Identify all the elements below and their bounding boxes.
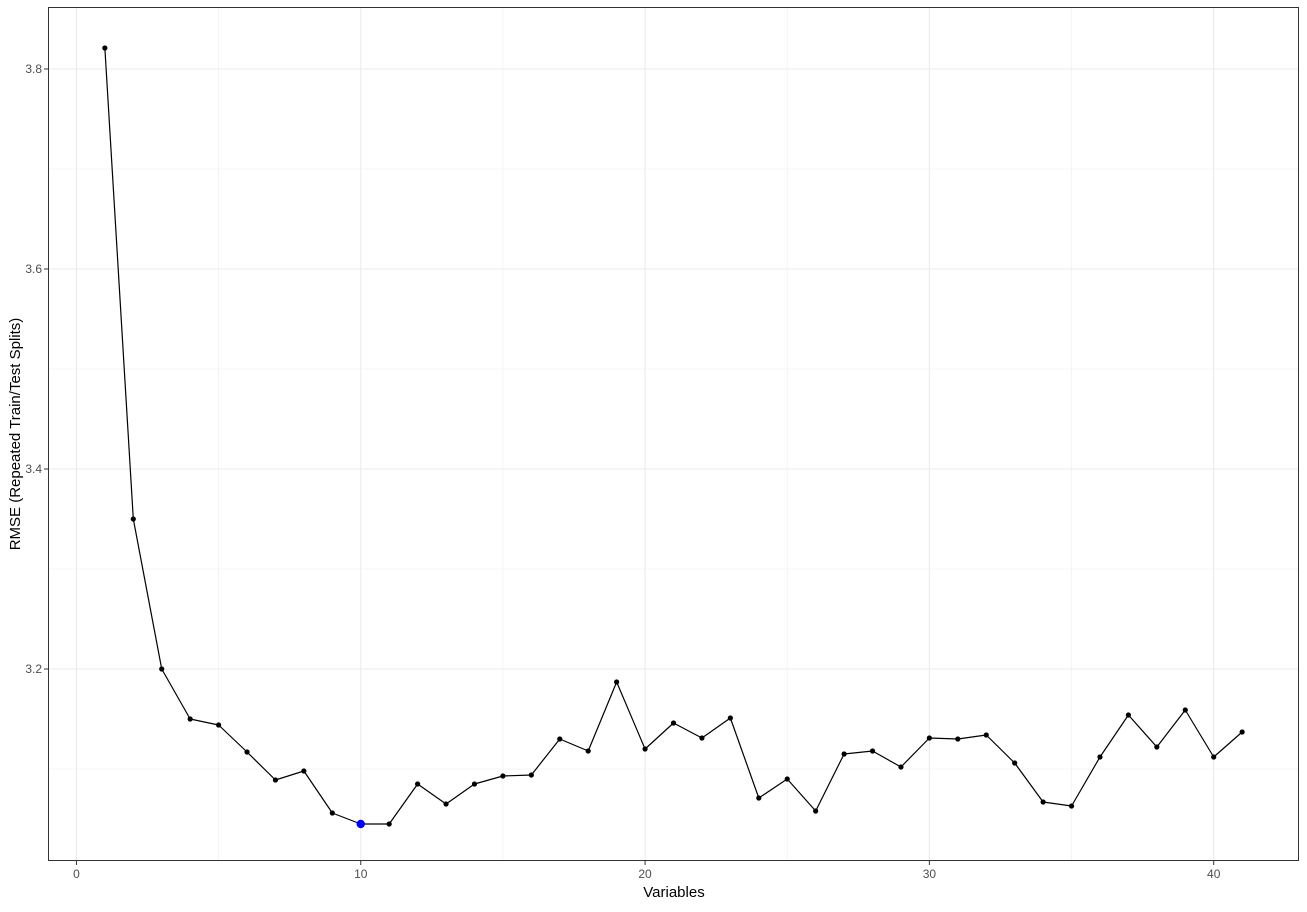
best-point-highlight: [356, 819, 365, 829]
data-point: [130, 516, 136, 522]
data-point: [215, 722, 222, 728]
data-point: [471, 781, 478, 787]
data-point: [614, 679, 620, 685]
data-point: [301, 768, 307, 774]
data-point: [1068, 803, 1075, 809]
x-tick-label: 30: [923, 867, 937, 881]
data-point: [869, 748, 876, 754]
data-point: [557, 736, 563, 742]
data-point: [500, 773, 506, 779]
data-point: [443, 801, 449, 807]
y-axis-ticks: 3.2 3.4 3.6 3.8: [25, 62, 48, 676]
data-point: [983, 732, 989, 738]
data-point: [244, 749, 250, 755]
data-point: [1154, 744, 1160, 750]
x-tick-label: 10: [354, 867, 368, 881]
data-point: [727, 715, 733, 721]
data-point: [1097, 754, 1103, 760]
x-tick-label: 20: [638, 867, 652, 881]
data-point: [926, 735, 932, 741]
x-axis-ticks: 0 10 20 30 40: [73, 861, 1221, 881]
y-tick-label: 3.8: [25, 62, 42, 76]
grid-lines: [48, 7, 1299, 861]
data-point: [1125, 712, 1132, 718]
data-point: [1040, 799, 1046, 805]
data-point: [955, 736, 961, 742]
data-point: [784, 776, 790, 782]
data-points: [102, 45, 1245, 827]
data-point: [528, 772, 534, 778]
x-tick-label: 0: [73, 867, 80, 881]
data-point: [187, 716, 193, 722]
data-point: [756, 795, 762, 801]
data-point: [1239, 729, 1245, 735]
data-point: [1182, 707, 1188, 713]
data-point: [813, 808, 819, 814]
data-point: [1012, 760, 1018, 766]
x-tick-label: 40: [1207, 867, 1221, 881]
y-tick-label: 3.6: [25, 262, 42, 276]
data-point: [642, 746, 648, 752]
data-point: [670, 720, 677, 726]
x-axis-title: Variables: [643, 884, 704, 901]
data-point: [159, 666, 165, 672]
data-point: [102, 45, 108, 51]
data-point: [329, 810, 335, 816]
data-point: [386, 821, 392, 827]
data-point: [585, 748, 591, 754]
data-point: [415, 781, 421, 787]
y-tick-label: 3.4: [25, 462, 42, 476]
y-tick-label: 3.2: [25, 662, 42, 676]
data-point: [898, 764, 904, 770]
data-point: [1211, 754, 1217, 760]
data-point: [272, 777, 279, 783]
plot-panel-border: [48, 7, 1299, 861]
highlight-point-layer: [356, 819, 365, 829]
y-axis-title: RMSE (Repeated Train/Test Splits): [7, 318, 24, 551]
data-point: [699, 735, 705, 741]
data-point: [841, 751, 847, 757]
